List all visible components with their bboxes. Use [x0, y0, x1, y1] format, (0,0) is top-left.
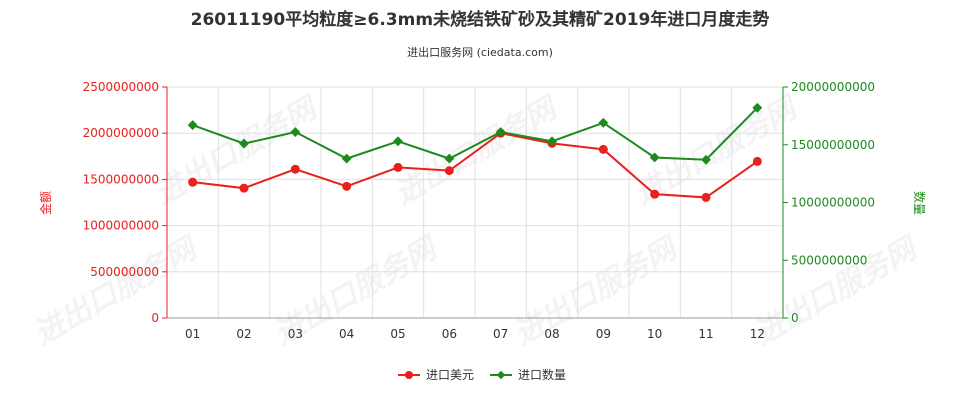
- chart-title: 26011190平均粒度≥6.3mm未烧结铁矿砂及其精矿2019年进口月度走势: [191, 9, 770, 30]
- series-2-point[interactable]: [341, 153, 352, 164]
- legend[interactable]: 进口美元 进口数量: [398, 367, 566, 382]
- series-1-point[interactable]: [393, 162, 403, 172]
- series-1-point[interactable]: [598, 144, 608, 154]
- series-1-point[interactable]: [342, 181, 352, 191]
- tick-label-left: 2500000000: [83, 80, 159, 94]
- series-1-point[interactable]: [239, 183, 249, 193]
- series-2-point[interactable]: [239, 138, 249, 149]
- tick-label-right: 5000000000: [791, 253, 867, 267]
- tick-label-x: 09: [596, 327, 611, 341]
- legend-label: 进口数量: [518, 367, 566, 382]
- series-2-point[interactable]: [393, 136, 403, 147]
- tick-label-left: 1500000000: [83, 172, 159, 186]
- series-2-point[interactable]: [495, 127, 506, 137]
- tick-label-x: 04: [339, 327, 354, 341]
- legend-swatch-marker: [496, 370, 506, 380]
- tick-label-x: 06: [442, 327, 457, 341]
- series-2-point[interactable]: [649, 152, 660, 163]
- legend-item-2[interactable]: 进口数量: [490, 367, 566, 382]
- tick-label-x: 03: [288, 327, 303, 341]
- legend-label: 进口美元: [426, 368, 474, 382]
- y-axis-right-title: 数量: [912, 191, 927, 215]
- series-1-point[interactable]: [444, 166, 454, 176]
- tick-label-x: 08: [544, 327, 559, 341]
- tick-label-right: 0: [791, 311, 799, 325]
- tick-label-x: 12: [750, 327, 765, 341]
- series-1-point[interactable]: [188, 177, 198, 187]
- tick-label-x: 07: [493, 327, 508, 341]
- tick-label-left: 2000000000: [83, 126, 159, 140]
- series-1-point[interactable]: [290, 164, 300, 174]
- series-layer: [187, 102, 763, 202]
- series-2-point[interactable]: [752, 102, 763, 113]
- series-2-point[interactable]: [290, 127, 301, 137]
- tick-label-right: 10000000000: [791, 196, 875, 210]
- series-2-point[interactable]: [187, 120, 198, 131]
- tick-label-x: 05: [390, 327, 405, 341]
- tick-labels: 0 500000000 1000000000 1500000000 2000000000…: [83, 80, 875, 341]
- tick-label-x: 11: [698, 327, 713, 341]
- tick-label-x: 01: [185, 327, 200, 341]
- tick-label-left: 1000000000: [83, 219, 159, 233]
- tick-label-right: 15000000000: [791, 138, 875, 152]
- legend-swatch-marker: [405, 371, 413, 379]
- chart-subtitle: 进出口服务网 (ciedata.com): [407, 45, 553, 59]
- series-2-point[interactable]: [701, 154, 711, 165]
- series-line-2: [192, 107, 759, 161]
- series-line-1: [192, 132, 758, 199]
- series-1-point[interactable]: [752, 156, 762, 166]
- series-1-point[interactable]: [650, 189, 660, 199]
- tick-label-left: 500000000: [90, 265, 159, 279]
- tick-label-right: 20000000000: [791, 80, 875, 94]
- series-2-point[interactable]: [598, 117, 609, 128]
- watermark-text: 进出口服务网: [749, 230, 926, 352]
- watermark-text: 进出口服务网: [29, 230, 206, 352]
- tick-label-x: 10: [647, 327, 662, 341]
- series-2-point[interactable]: [547, 136, 557, 147]
- series-1-point[interactable]: [701, 192, 711, 202]
- tick-label-x: 02: [236, 327, 251, 341]
- y-axis-left-title: 金额: [38, 191, 53, 215]
- series-2-point[interactable]: [444, 153, 455, 164]
- legend-item-1[interactable]: 进口美元: [398, 368, 474, 382]
- tick-label-left: 0: [151, 311, 159, 325]
- watermark-text: 进出口服务网: [149, 90, 326, 212]
